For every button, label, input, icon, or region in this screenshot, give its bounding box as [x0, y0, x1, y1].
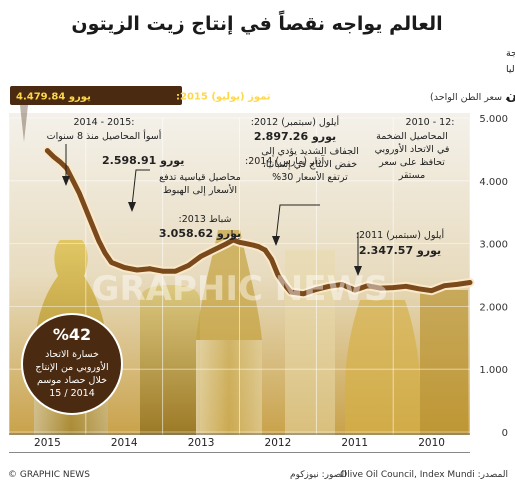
annotation-sep-2011-value: 2.347.57 يورو [359, 244, 441, 257]
peak-callout-box [10, 86, 182, 105]
chart-title: زيت الزيتون [506, 89, 515, 104]
annotated-point [147, 266, 153, 272]
eu-loss-badge-percent: %42 [53, 325, 91, 344]
chart-subtitle: (عصرة أولى، سعر الطن الواحد) [430, 90, 515, 103]
eu-loss-badge-line: الأوروبي من الإنتاج [35, 361, 108, 373]
x-tick-label: 2015 [34, 437, 61, 449]
peak-callout-label: تموز (يوليو) 2015: [176, 92, 271, 103]
footer-rule [9, 452, 470, 453]
annotation-feb-2013-value: 3.058.62 يورو [159, 227, 241, 240]
annotation-2010-12-line: المحاصيل الضخمة [376, 131, 448, 142]
peak-callout: تموز (يوليو) 2015: 4.479.84 يورو [10, 86, 271, 142]
eu-loss-badge-line: خلال حصاد موسم [37, 375, 107, 386]
eu-loss-badge-line: 15 / 2014 [49, 388, 95, 399]
annotation-2010-12-period: 2010 - 12: [406, 117, 455, 128]
annotated-point [44, 148, 50, 154]
annotation-sep-2012: أيلول (سبتمبر) 2012: 2.897.26 يورو الجفا… [251, 115, 359, 246]
annotation-sep-2012-line: خفض الانتاج في إسبانيا، [263, 159, 357, 170]
annotation-sep-2012-period: أيلول (سبتمبر) 2012: [251, 115, 340, 128]
annotation-2010-12-line: تحافظ على سعر [378, 157, 445, 168]
y-tick-label: 3.000 [479, 240, 508, 251]
annotation-2010-12-line: في الاتحاد الأوروبي [375, 143, 450, 155]
footer-credit: © GRAPHIC NEWS [8, 470, 90, 480]
annotation-2014-2015: 2014 - 2015: أسوأ المحاصيل منذ 8 سنوات [47, 117, 162, 186]
x-tick-label: 2013 [188, 437, 215, 449]
peak-callout-value: 4.479.84 يورو [16, 92, 91, 103]
annotation-mar-2014: آذار (مارس) 2014: 2.598.91 يورو محاصيل ق… [102, 154, 324, 212]
y-tick-label: 2.000 [479, 302, 508, 313]
y-tick-label: 5.000 [479, 114, 508, 125]
annotation-2014-2015-line: أسوأ المحاصيل منذ 8 سنوات [47, 129, 162, 142]
annotation-feb-2013-period: شباط 2013: [179, 214, 232, 225]
y-axis: 5.000 4.000 3.000 2.000 1.000 0 [479, 114, 508, 439]
annotation-sep-2012-line: ترتفع الأسعار 30% [272, 171, 348, 183]
eu-loss-badge: %42 خسارة الاتحاد الأوروبي من الإنتاج خل… [21, 313, 123, 415]
x-axis: 2015 2014 2013 2012 2011 2010 [9, 433, 470, 449]
eu-loss-badge-circle [21, 313, 123, 415]
annotation-sep-2012-line: الجفاف الشديد يؤدي إلى [261, 146, 359, 157]
subtitle-line1: ترتفع أسعار زيت الزيتون بشكل حاد بسبب ال… [506, 46, 515, 59]
annotation-sep-2012-arrow [275, 204, 320, 241]
annotation-2010-12: 2010 - 12: المحاصيل الضخمة في الاتحاد ال… [375, 117, 455, 181]
annotation-sep-2012-value: 2.897.26 يورو [254, 130, 336, 143]
y-tick-label: 4.000 [479, 177, 508, 188]
annotation-mar-2014-period: آذار (مارس) 2014: [245, 154, 324, 167]
price-line [44, 148, 473, 297]
annotation-2014-2015-period: 2014 - 2015: [73, 117, 134, 128]
x-tick-label: 2012 [265, 437, 292, 449]
subtitle-line2: في العالم - في حين أضر البكتيريا القاتل … [506, 62, 515, 75]
annotation-feb-2013: شباط 2013: 3.058.62 يورو [159, 214, 241, 240]
annotation-mar-2014-line: محاصيل قياسية تدفع [159, 172, 241, 183]
y-tick-label: 0 [502, 428, 508, 439]
eu-loss-badge-line: خسارة الاتحاد [45, 349, 99, 360]
annotated-point [262, 247, 268, 253]
annotation-mar-2014-line: الأسعار إلى الهبوط [163, 184, 237, 196]
series-group [42, 146, 475, 299]
annotation-sep-2011-period: أيلول (سبتمبر) 2011: [356, 228, 445, 241]
x-tick-label: 2014 [111, 437, 138, 449]
watermark: GRAPHIC NEWS [92, 269, 389, 309]
annotation-sep-2011: أيلول (سبتمبر) 2011: 2.347.57 يورو [354, 228, 445, 276]
page-title: العالم يواجه نقصاً في إنتاج زيت الزيتون [71, 10, 442, 35]
annotation-2010-12-line: مستقر [398, 170, 425, 181]
footer-source: Olive Oil Council, Index Mundi :المصدر [340, 470, 508, 480]
x-tick-label: 2011 [341, 437, 368, 449]
x-tick-label: 2010 [418, 437, 445, 449]
annotation-mar-2014-value: 2.598.91 يورو [102, 154, 184, 167]
footer-photo-credit: الصور: نيوزكوم [290, 470, 347, 480]
y-tick-label: 1.000 [479, 365, 508, 376]
annotated-point [339, 282, 345, 288]
